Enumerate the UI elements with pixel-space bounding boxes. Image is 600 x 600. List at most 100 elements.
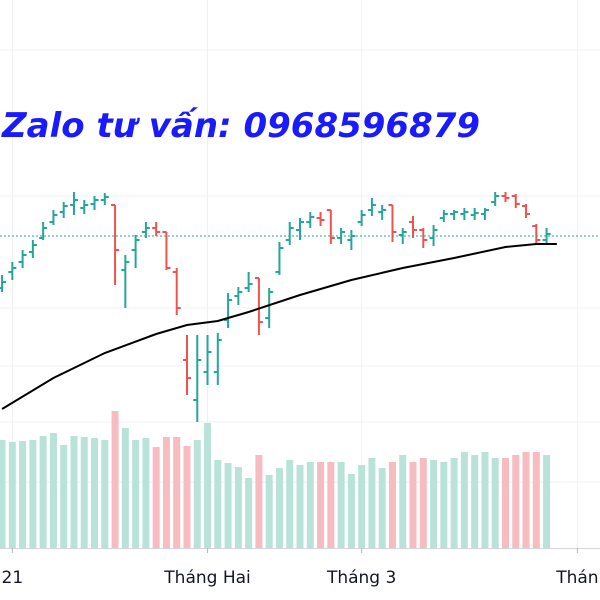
volume-bar xyxy=(543,455,551,548)
ohlc-bar xyxy=(542,228,551,244)
ohlc-bar xyxy=(203,335,212,385)
ohlc-bar xyxy=(8,262,17,280)
volume-bar xyxy=(245,478,253,548)
volume-bar xyxy=(224,463,232,548)
volume-bar xyxy=(409,462,417,548)
ohlc-bar xyxy=(439,210,448,222)
volume-bar xyxy=(70,436,78,548)
ohlc-bar xyxy=(326,209,335,244)
ohlc-bar xyxy=(224,293,233,328)
volume-bar xyxy=(152,447,160,548)
volume-bar xyxy=(532,452,540,548)
ohlc-bar xyxy=(59,202,68,218)
x-tick-label: Tháng 3 xyxy=(326,568,396,588)
volume-bar xyxy=(358,465,366,548)
volume-bar xyxy=(142,438,150,548)
ohlc-bar xyxy=(265,288,274,328)
ohlc-bar xyxy=(347,230,356,250)
volume-bar xyxy=(111,411,119,548)
ohlc-bar xyxy=(296,218,304,240)
ohlc-bar xyxy=(367,198,376,216)
volume-bar xyxy=(60,445,68,548)
ohlc-bar xyxy=(511,194,520,208)
volume-bar xyxy=(193,440,201,548)
x-tick-label: Thán xyxy=(555,568,598,588)
volume-bar xyxy=(368,458,376,548)
volume-bar xyxy=(101,440,109,548)
volume-bar xyxy=(132,440,140,548)
ohlc-bar xyxy=(522,204,531,218)
volume-bar xyxy=(450,458,458,548)
volume-bar xyxy=(296,465,304,548)
volume-bar xyxy=(173,437,181,548)
ohlc-bar xyxy=(491,192,500,206)
ohlc-bar xyxy=(49,210,58,225)
ohlc-bar xyxy=(450,210,459,220)
ohlc-bar xyxy=(244,272,253,292)
volume-bar xyxy=(471,455,479,548)
volume-bar xyxy=(378,468,386,548)
ohlc-bar xyxy=(460,208,469,220)
ohlc-bar xyxy=(182,335,191,395)
volume-bar xyxy=(39,436,47,548)
volume-bar xyxy=(306,462,314,548)
ohlc-bar xyxy=(28,240,37,258)
volume-bar xyxy=(337,462,345,548)
ohlc-bar xyxy=(398,228,407,244)
ohlc-bar xyxy=(254,277,263,335)
ohlc-bar xyxy=(193,335,202,422)
volume-bar xyxy=(183,446,191,548)
volume-bar xyxy=(286,460,294,548)
moving-average xyxy=(1,243,557,410)
ohlc-bar xyxy=(111,204,120,285)
x-tick-label: 21 xyxy=(2,568,24,588)
volume-bar xyxy=(491,458,499,548)
ohlc-bar xyxy=(0,275,7,292)
volume-bar xyxy=(399,455,407,548)
ohlc-bar xyxy=(121,255,130,308)
volume-bar xyxy=(204,423,212,548)
volume-bar xyxy=(388,462,396,548)
volume-bar xyxy=(29,440,37,548)
volume-bar xyxy=(512,455,520,548)
ohlc-bar xyxy=(532,224,541,244)
volume-bar xyxy=(430,460,438,548)
ohlc-bar xyxy=(501,192,510,202)
volume-bars xyxy=(0,411,551,548)
volume-bar xyxy=(440,462,448,548)
volume-bar xyxy=(347,474,355,548)
volume-bar xyxy=(19,441,27,548)
ohlc-bar xyxy=(316,212,325,226)
volume-bar xyxy=(234,467,242,548)
ohlc-bar xyxy=(213,333,222,385)
ohlc-bar xyxy=(480,208,489,220)
volume-bar xyxy=(0,440,6,548)
ohlc-bar xyxy=(90,196,99,210)
x-tick-label: Tháng Hai xyxy=(163,568,250,588)
volume-bar xyxy=(162,437,170,548)
volume-bar xyxy=(265,475,273,548)
ohlc-bar xyxy=(80,200,89,214)
volume-bar xyxy=(91,438,99,548)
ohlc-bar xyxy=(162,231,171,270)
ohlc-bar xyxy=(152,222,161,236)
ohlc-bar xyxy=(378,205,387,220)
price-bars xyxy=(0,192,551,422)
volume-bar xyxy=(80,437,88,548)
ohlc-bar xyxy=(357,210,366,226)
ohlc-bar xyxy=(234,287,243,305)
volume-bar xyxy=(214,460,222,548)
ohlc-bar xyxy=(18,250,27,268)
volume-bar xyxy=(121,428,129,548)
volume-bar xyxy=(419,458,427,548)
ohlc-bar xyxy=(141,222,150,238)
ohlc-bar xyxy=(306,212,315,228)
watermark: Zalo tư vấn: 0968596879 xyxy=(1,106,480,146)
ohlc-bar xyxy=(172,268,181,315)
ohlc-bar xyxy=(470,208,479,220)
volume-bar xyxy=(327,462,335,548)
ohlc-bar xyxy=(131,235,140,268)
ohlc-bar xyxy=(275,242,284,275)
volume-bar xyxy=(255,455,263,548)
